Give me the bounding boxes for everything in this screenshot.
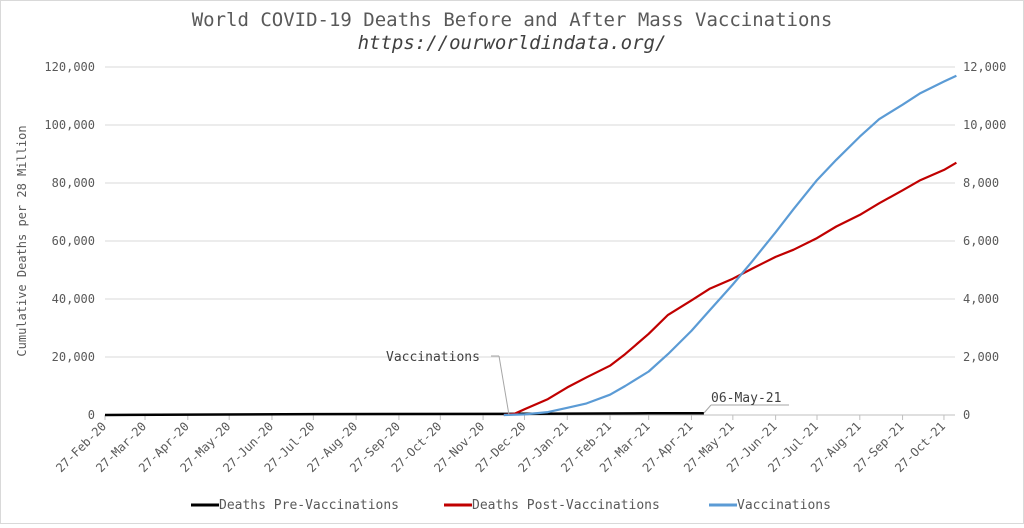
series-line-deaths-post bbox=[503, 161, 957, 417]
y-tick-label-right: 4,000 bbox=[963, 292, 999, 306]
y-tick-label-right: 8,000 bbox=[963, 176, 999, 190]
y-tick-label-right: 0 bbox=[963, 408, 970, 422]
series-lines bbox=[104, 74, 957, 417]
y-tick-label-left: 40,000 bbox=[52, 292, 95, 306]
y-tick-label-left: 60,000 bbox=[52, 234, 95, 248]
y-tick-label-right: 2,000 bbox=[963, 350, 999, 364]
y-tick-label-left: 120,000 bbox=[44, 60, 95, 74]
series-line-deaths-pre bbox=[104, 412, 704, 417]
y-tick-label-right: 6,000 bbox=[963, 234, 999, 248]
legend-label-vacc: Vaccinations bbox=[737, 498, 831, 513]
gridlines bbox=[105, 66, 955, 416]
legend-label-pre: Deaths Pre-Vaccinations bbox=[219, 498, 399, 513]
chart-title: World COVID-19 Deaths Before and After M… bbox=[192, 9, 833, 31]
y-tick-label-left: 20,000 bbox=[52, 350, 95, 364]
legend-label-post: Deaths Post-Vaccinations bbox=[472, 498, 660, 513]
y-tick-label-right: 12,000 bbox=[963, 60, 1006, 74]
y-tick-label-left: 80,000 bbox=[52, 176, 95, 190]
series-line-vaccinations bbox=[503, 74, 957, 417]
chart-subtitle: https://ourworldindata.org/ bbox=[358, 32, 667, 54]
annotations: Vaccinations 06-May-21 bbox=[386, 350, 789, 416]
y-tick-label-right: 10,000 bbox=[963, 118, 1006, 132]
y-tick-label-left: 0 bbox=[88, 408, 95, 422]
y-tick-label-left: 100,000 bbox=[44, 118, 95, 132]
vaccinations-annotation: Vaccinations bbox=[386, 350, 480, 365]
vaccinations-callout-leader bbox=[498, 355, 510, 416]
x-axis: 27-Feb-2027-Mar-2027-Apr-2027-May-2027-J… bbox=[53, 414, 955, 475]
date-annotation: 06-May-21 bbox=[711, 391, 781, 406]
y-axis-label: Cumulative Deaths per 28 Million bbox=[15, 125, 29, 356]
y-axis-right: 0 2,000 4,000 6,000 8,000 10,000 12,000 bbox=[963, 60, 1006, 422]
legend: Deaths Pre-Vaccinations Deaths Post-Vacc… bbox=[191, 498, 831, 513]
y-axis-left: 0 20,000 40,000 60,000 80,000 100,000 120,000 bbox=[44, 60, 95, 422]
date-callout-leader bbox=[703, 404, 712, 414]
